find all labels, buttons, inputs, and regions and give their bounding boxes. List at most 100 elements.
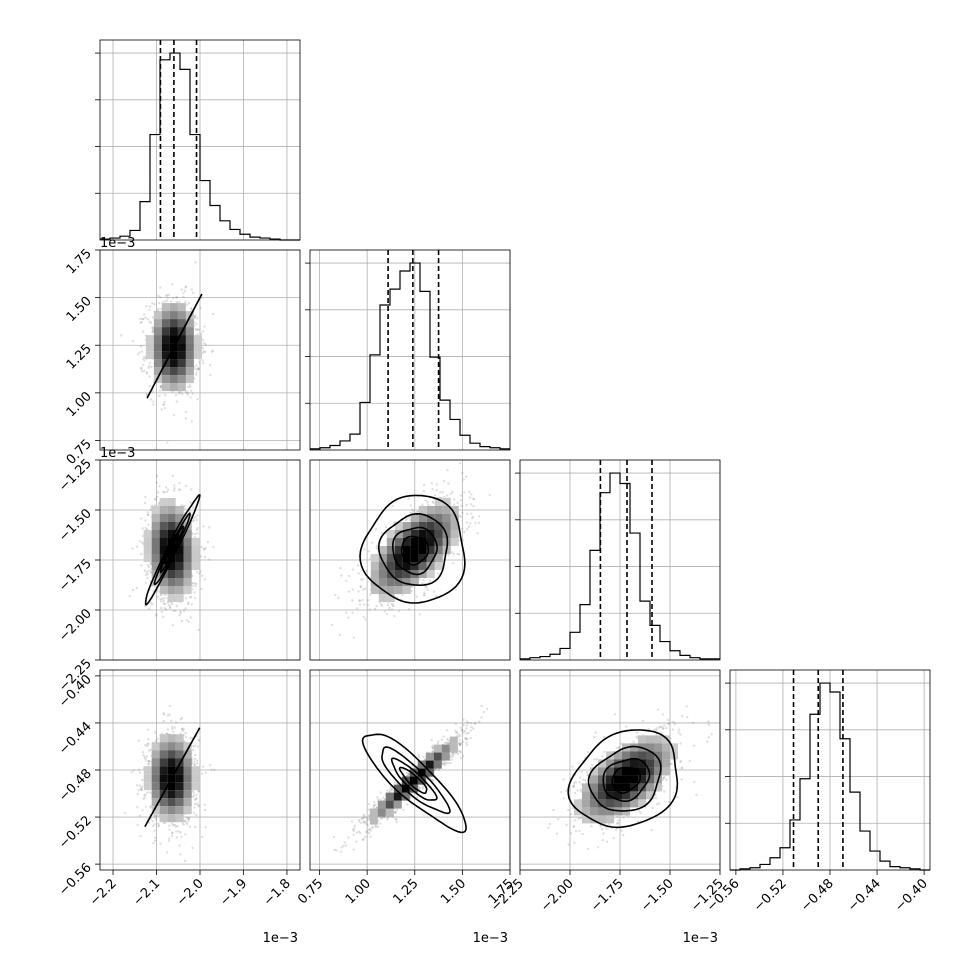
- sample-point: [153, 823, 156, 826]
- scatter-panel-3-1: [309, 669, 511, 871]
- sample-point: [128, 595, 131, 598]
- sample-point: [157, 814, 160, 817]
- density-cell: [386, 586, 395, 594]
- density-cell: [153, 359, 162, 368]
- density-cell: [159, 514, 168, 522]
- sample-point: [426, 588, 429, 591]
- density-cell: [370, 562, 379, 570]
- sample-point: [196, 527, 199, 530]
- sample-point: [192, 506, 195, 509]
- sample-point: [199, 570, 202, 573]
- sample-point: [184, 417, 188, 420]
- histogram-outline: [520, 472, 720, 660]
- sample-point: [136, 806, 139, 809]
- sample-point: [185, 821, 188, 824]
- sample-point: [179, 718, 182, 721]
- sample-point: [351, 568, 354, 571]
- sample-point: [352, 636, 355, 639]
- sample-point: [168, 824, 171, 827]
- sample-point: [138, 784, 141, 787]
- sample-point: [146, 564, 149, 567]
- sample-point: [450, 551, 454, 554]
- sample-point: [172, 730, 175, 734]
- sample-point: [193, 536, 197, 539]
- sample-point: [165, 851, 169, 854]
- sample-point: [195, 813, 198, 817]
- sample-point: [141, 317, 144, 321]
- sample-point: [162, 615, 165, 618]
- sample-point: [462, 478, 465, 481]
- sample-point: [193, 596, 197, 600]
- panel-frame: [309, 249, 511, 451]
- sample-point: [192, 791, 195, 794]
- sample-point: [180, 716, 184, 720]
- sample-point: [156, 737, 159, 741]
- sample-point: [200, 296, 204, 300]
- density-cell: [169, 319, 178, 328]
- sample-point: [145, 755, 148, 758]
- sample-point: [189, 616, 192, 619]
- sample-point: [176, 825, 179, 828]
- sample-point: [147, 738, 150, 741]
- sample-point: [193, 582, 197, 585]
- sample-point: [153, 829, 156, 832]
- density-cell: [394, 554, 403, 562]
- sample-point: [190, 288, 193, 291]
- sample-point: [148, 320, 151, 324]
- sample-point: [130, 771, 133, 774]
- sample-point: [150, 366, 153, 369]
- sample-point: [145, 372, 148, 375]
- sample-point: [151, 326, 154, 329]
- sample-point: [147, 565, 151, 569]
- density-cell: [402, 546, 411, 554]
- sample-point: [191, 574, 194, 578]
- sample-point: [390, 608, 394, 611]
- sample-point: [181, 392, 184, 396]
- sample-point: [430, 482, 433, 485]
- density-cell: [191, 546, 200, 554]
- sample-point: [368, 593, 372, 596]
- panel-frame: [309, 459, 511, 661]
- sample-point: [206, 540, 210, 544]
- density-cell: [370, 570, 379, 578]
- density-cell: [402, 554, 411, 562]
- sample-point: [389, 788, 392, 791]
- sample-point: [184, 731, 187, 735]
- sample-point: [463, 491, 466, 494]
- sample-point: [456, 552, 459, 556]
- sample-point: [375, 605, 378, 608]
- density-cell: [167, 798, 176, 807]
- contour-level-3: [163, 534, 180, 565]
- sample-point: [447, 553, 450, 556]
- sample-point: [357, 572, 360, 575]
- density-cell: [167, 790, 176, 799]
- density-cell: [143, 774, 152, 783]
- sample-point: [431, 750, 434, 753]
- density-cell: [193, 343, 202, 352]
- sample-point: [136, 823, 139, 826]
- sample-point: [189, 596, 192, 599]
- sample-point: [171, 296, 174, 300]
- sample-point: [157, 824, 160, 827]
- sample-point: [197, 790, 200, 793]
- sample-point: [188, 825, 191, 828]
- sample-point: [175, 836, 178, 839]
- sample-point: [194, 516, 197, 519]
- sample-point: [197, 789, 201, 793]
- sample-point: [143, 501, 147, 505]
- sample-point: [179, 732, 183, 735]
- sample-point: [473, 722, 477, 725]
- density-cell: [159, 742, 168, 751]
- sample-point: [141, 750, 145, 754]
- sample-point: [197, 805, 200, 808]
- sample-point: [153, 498, 157, 501]
- sample-point: [149, 601, 153, 604]
- density-cell: [402, 578, 411, 586]
- sample-point: [398, 609, 401, 613]
- density-cell: [183, 546, 192, 554]
- contour-level-3: [166, 332, 182, 361]
- sample-point: [149, 398, 153, 401]
- density-cell: [410, 554, 419, 562]
- density-cell: [183, 790, 192, 799]
- density-cell: [434, 530, 443, 538]
